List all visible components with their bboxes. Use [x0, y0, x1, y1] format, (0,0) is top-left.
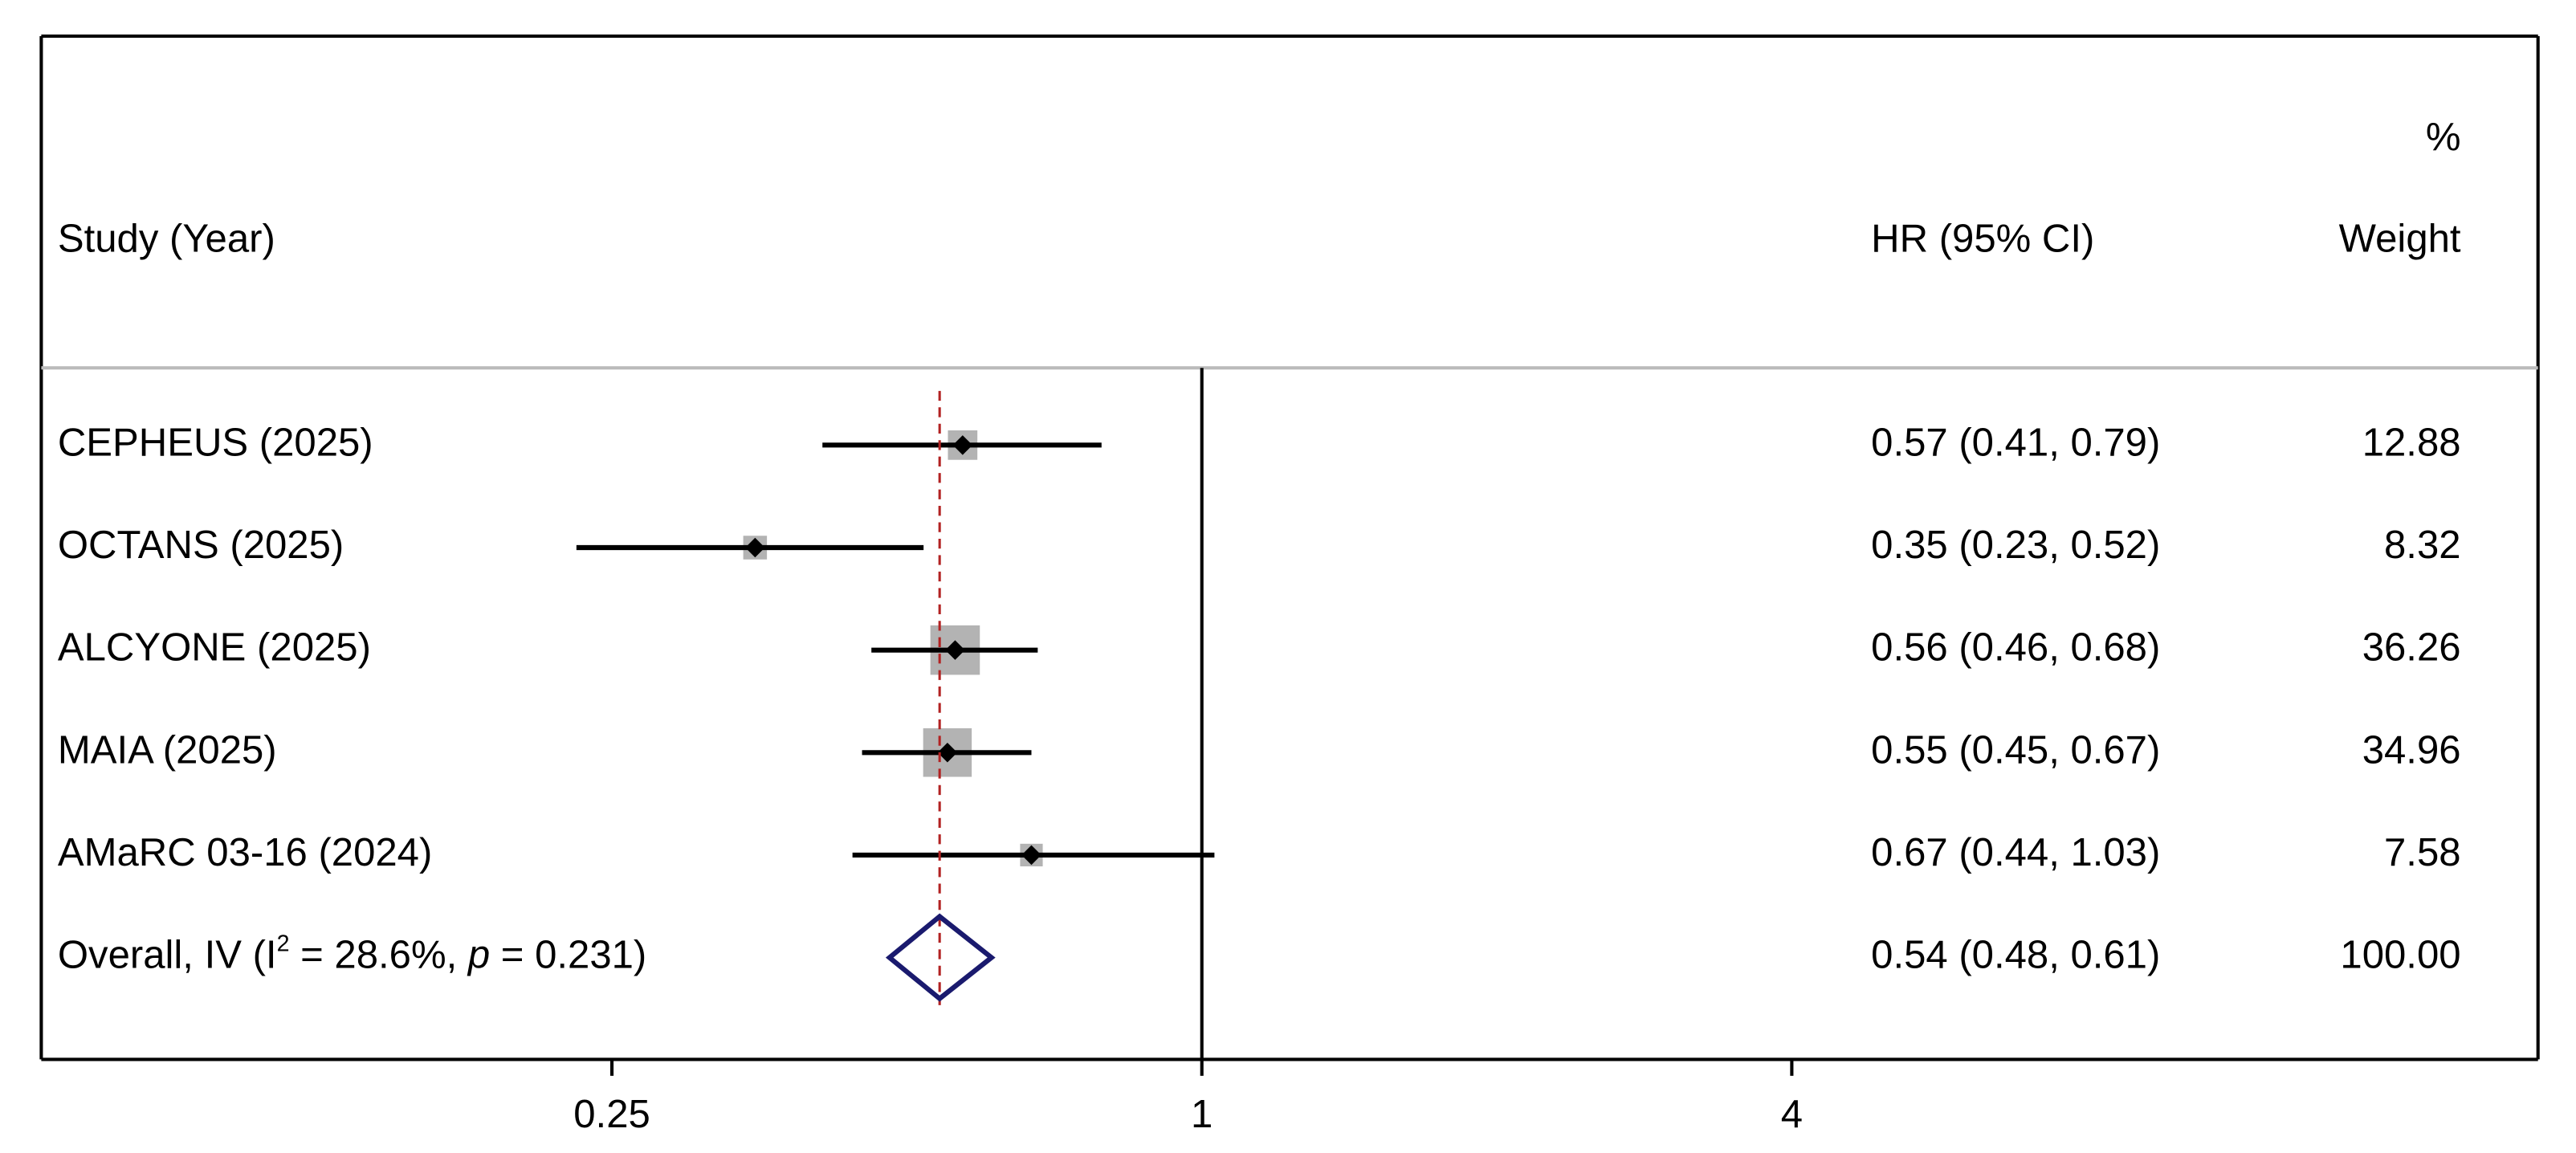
estimate-label: 0.67 (0.44, 1.03)	[1871, 831, 2160, 874]
weight-label: 8.32	[2384, 524, 2461, 567]
weight-label: 7.58	[2384, 831, 2461, 874]
overall-label-part: = 0.231)	[490, 934, 646, 977]
x-tick-label: 0.25	[573, 1093, 650, 1136]
estimate-label: 0.35 (0.23, 0.52)	[1871, 524, 2160, 567]
estimate-label: 0.57 (0.41, 0.79)	[1871, 421, 2160, 464]
x-tick-label: 4	[1781, 1093, 1803, 1136]
study-label: ALCYONE (2025)	[58, 626, 371, 670]
header-estimate: HR (95% CI)	[1871, 218, 2094, 261]
overall-weight-label: 100.00	[2340, 934, 2460, 977]
header-weight: Weight	[2339, 218, 2461, 261]
weight-label: 36.26	[2362, 626, 2461, 670]
overall-diamond	[885, 913, 996, 1002]
estimate-label: 0.56 (0.46, 0.68)	[1871, 626, 2160, 670]
x-tick-label: 1	[1191, 1093, 1213, 1136]
study-label: MAIA (2025)	[58, 728, 277, 772]
study-label: AMaRC 03-16 (2024)	[58, 831, 432, 874]
header-weight-top: %	[2426, 116, 2461, 159]
study-label: OCTANS (2025)	[58, 524, 344, 567]
overall-label: Overall, IV (I2 = 28.6%, p = 0.231)	[58, 931, 646, 976]
point-estimate	[745, 537, 765, 558]
overall-label-part: Overall, IV (I	[58, 934, 277, 977]
overall-label-part: p	[467, 934, 490, 977]
overall-label-part: = 28.6%,	[289, 934, 467, 977]
overall-estimate-label: 0.54 (0.48, 0.61)	[1871, 934, 2160, 977]
estimate-label: 0.55 (0.45, 0.67)	[1871, 728, 2160, 772]
point-estimate	[937, 743, 958, 763]
weight-label: 12.88	[2362, 421, 2461, 464]
weight-label: 34.96	[2362, 728, 2461, 772]
overall-label-part: 2	[277, 931, 290, 956]
header-study: Study (Year)	[58, 218, 275, 261]
study-label: CEPHEUS (2025)	[58, 421, 373, 464]
point-estimate	[952, 435, 973, 455]
